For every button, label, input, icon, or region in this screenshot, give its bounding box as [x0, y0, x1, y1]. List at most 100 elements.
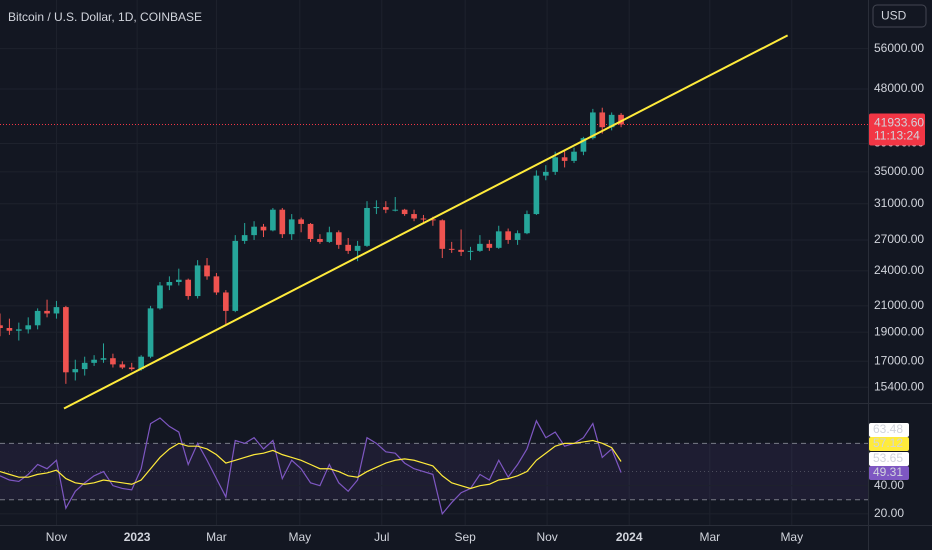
- candle-body: [420, 218, 427, 220]
- candle-body: [307, 223, 314, 239]
- candle-body: [25, 325, 32, 330]
- last-price-label: 41933.60: [874, 116, 924, 130]
- candle-body: [373, 207, 380, 209]
- candle-body: [53, 307, 60, 314]
- rsi-line: [0, 417, 622, 516]
- candle-body: [345, 244, 352, 251]
- candle-body: [175, 279, 182, 282]
- candle-body: [533, 175, 540, 215]
- chart-title: Bitcoin / U.S. Dollar, 1D, COINBASE: [8, 10, 202, 24]
- candle-body: [63, 307, 69, 373]
- candle-body: [401, 209, 408, 215]
- candle-body: [128, 367, 135, 370]
- y-tick-label: 15400.00: [874, 379, 924, 393]
- candle-body: [251, 226, 257, 236]
- currency-label[interactable]: USD: [881, 9, 907, 23]
- candle-body: [561, 157, 568, 161]
- candle-body: [618, 114, 624, 125]
- candle-body: [467, 250, 474, 252]
- x-tick-label: Mar: [699, 530, 720, 544]
- x-tick-label: 2024: [616, 530, 643, 544]
- currency-button[interactable]: [872, 4, 927, 28]
- rsi-value-tag: [869, 466, 909, 480]
- y-tick-label: 56000.00: [874, 41, 924, 55]
- x-tick-label: May: [780, 530, 803, 544]
- rsi-value-tag: [869, 423, 909, 437]
- rsi-ma-line: [0, 439, 622, 490]
- candle-body: [608, 114, 615, 128]
- candle-body: [270, 209, 276, 231]
- countdown-label: 11:13:24: [874, 129, 920, 143]
- candle-body: [317, 238, 323, 242]
- x-tick-label: Mar: [206, 530, 227, 544]
- y-tick-label: 21000.00: [874, 298, 924, 312]
- candle-body: [15, 329, 22, 331]
- candle-body: [44, 310, 50, 314]
- candle-body: [524, 214, 530, 234]
- candle-body: [335, 232, 342, 245]
- candle-body: [138, 356, 144, 370]
- candle-body: [514, 233, 521, 240]
- rsi-tick-label: 20.00: [874, 506, 904, 520]
- candle-body: [100, 358, 107, 360]
- rsi-value-label: 57.12: [873, 436, 903, 450]
- candle-body: [590, 112, 596, 139]
- candle-body: [552, 157, 559, 172]
- y-tick-label: 24000.00: [874, 263, 924, 277]
- x-tick-label: May: [288, 530, 311, 544]
- candle-body: [166, 281, 173, 286]
- candle-body: [232, 240, 239, 311]
- candle-body: [260, 226, 267, 231]
- rsi-value-label: 53.65: [873, 451, 903, 465]
- candle-body: [458, 249, 464, 252]
- trendline: [63, 34, 789, 410]
- candle-body: [364, 207, 370, 246]
- candle-body: [382, 207, 389, 210]
- rsi-value-tag: [869, 452, 909, 466]
- candle-body: [580, 138, 587, 152]
- y-tick-label: 35000.00: [874, 164, 924, 178]
- x-tick-label: Jul: [374, 530, 389, 544]
- rsi-value-tag: [869, 437, 909, 451]
- candle-body: [486, 243, 493, 248]
- candle-body: [241, 235, 248, 241]
- candle-body: [495, 231, 502, 248]
- candle-body: [505, 231, 511, 240]
- y-tick-label: 48000.00: [874, 81, 924, 95]
- candle-body: [6, 327, 13, 331]
- candle-body: [439, 220, 446, 249]
- candle-body: [392, 209, 399, 211]
- y-tick-label: 27000.00: [874, 232, 924, 246]
- candle-body: [298, 219, 304, 224]
- candle-body: [157, 285, 163, 309]
- candle-body: [599, 112, 606, 128]
- candle-body: [185, 279, 192, 297]
- candle-body: [542, 171, 549, 176]
- candle-body: [411, 214, 417, 219]
- last-price-tag: [869, 113, 925, 146]
- candle-body: [72, 369, 79, 373]
- rsi-value-label: 63.48: [873, 422, 903, 436]
- candle-body: [91, 359, 97, 363]
- x-tick-label: Sep: [454, 530, 476, 544]
- candle-body: [354, 245, 361, 251]
- x-tick-label: 2023: [124, 530, 151, 544]
- rsi-value-label: 49.31: [873, 465, 903, 479]
- candle-body: [147, 308, 154, 357]
- candle-body: [213, 276, 220, 293]
- plot: [0, 0, 868, 525]
- x-tick-label: Nov: [536, 530, 557, 544]
- candle-body: [326, 232, 333, 242]
- candle-body: [110, 358, 116, 365]
- y-tick-label: 17000.00: [874, 353, 924, 367]
- candle-body: [571, 151, 577, 161]
- y-tick-label: 31000.00: [874, 196, 924, 210]
- rsi-band: [0, 443, 868, 500]
- candle-body: [34, 310, 41, 326]
- candle-body: [448, 248, 455, 250]
- candle-body: [430, 219, 436, 221]
- candle-body: [288, 219, 295, 235]
- candle-body: [0, 325, 3, 328]
